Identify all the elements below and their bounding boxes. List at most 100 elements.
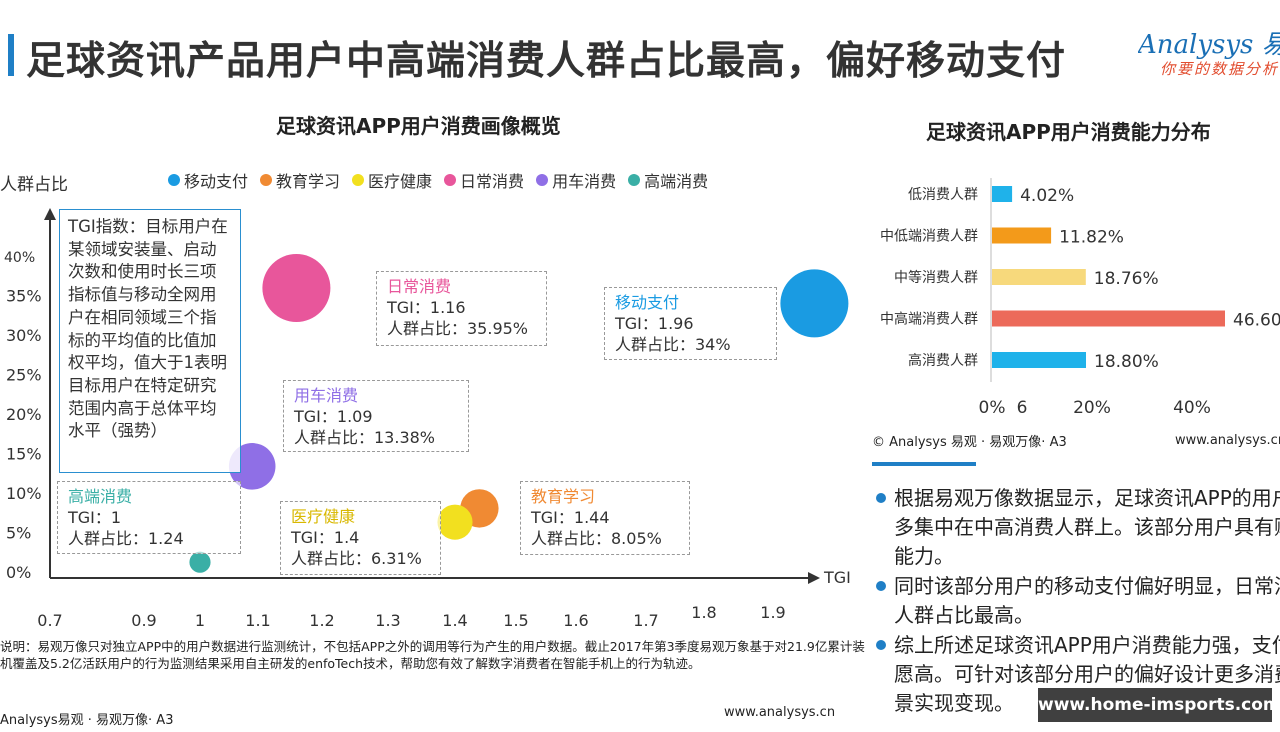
bar-chart-source-url: www.analysys.cn (1175, 433, 1280, 448)
legend-item: 高端消费 (628, 168, 708, 192)
bubble-医疗健康 (437, 504, 473, 540)
bar-category-label: 高消费人群 (908, 352, 978, 369)
annotation-tgi: TGI：1.16 (387, 298, 466, 317)
legend-label: 日常消费 (460, 172, 525, 191)
legend-item: 教育学习 (260, 168, 340, 192)
annotation-share: 人群占比：1.24 (68, 529, 184, 548)
legend-dot-icon (536, 174, 549, 186)
annotation-tgi: TGI：1.4 (291, 528, 360, 547)
x-tick-label: 0.9 (131, 611, 156, 630)
insight-bullet: 综上所述足球资讯APP用户消费能力强，支付意愿高。可针对该部分用户的偏好设计更多… (874, 631, 1280, 718)
x-axis-arrow (808, 572, 820, 584)
logo-line-1: Analysys 易观 (1138, 30, 1280, 60)
legend-label: 高端消费 (644, 172, 709, 191)
annotation-title: 日常消费 (387, 277, 452, 296)
x-tick-label: 0.7 (37, 611, 62, 630)
bar-value-label: 46.60% (1233, 311, 1280, 331)
bubble-chart-title: 足球资讯APP用户消费画像概览 (276, 114, 561, 138)
x-tick-label: 1.2 (309, 611, 334, 630)
bubble-移动支付 (780, 269, 849, 338)
x-tick-label: 1 (195, 611, 205, 630)
footnote: 说明：易观万像只对独立APP中的用户数据进行监测统计，不包括APP之外的调用等行… (0, 639, 865, 671)
bar-value-label: 18.76% (1094, 269, 1159, 289)
bubble-chart: 人群占比 TGI 0% 5% 10% 15% 20% 25% 30% 35% 40% 0.7 0.… (0, 175, 851, 630)
section-divider (872, 462, 976, 466)
legend-label: 用车消费 (552, 172, 617, 191)
x-tick-label: 1.6 (563, 611, 588, 630)
y-tick-label: 40% (4, 250, 35, 266)
y-tick-label: 35% (6, 287, 42, 306)
legend-dot-icon (628, 174, 641, 186)
annotation-title: 医疗健康 (291, 507, 356, 526)
x-tick-label: 1.7 (633, 611, 658, 630)
bubble-高端消费 (189, 551, 211, 573)
annotation-share: 人群占比：13.38% (294, 428, 436, 447)
annotation-tgi: TGI：1 (68, 508, 122, 527)
legend-label: 医疗健康 (368, 172, 433, 191)
bar-category-label: 中高端消费人群 (880, 311, 978, 328)
y-tick-label: 15% (6, 445, 42, 464)
y-tick-label: 5% (6, 524, 31, 543)
bar-value-label: 4.02% (1020, 186, 1074, 206)
bubble-日常消费 (262, 253, 331, 322)
legend-item: 移动支付 (168, 168, 248, 192)
annotation-share: 人群占比：6.31% (291, 549, 422, 568)
source-left: Analysys易观 · 易观万像· A3 (0, 713, 174, 728)
title-accent-bar (8, 34, 14, 76)
page-title: 足球资讯产品用户中高端消费人群占比最高，偏好移动支付 (26, 39, 1067, 84)
bar-category-label: 中低端消费人群 (880, 229, 978, 245)
x-tick-label: 1.1 (245, 611, 270, 630)
annotation-share: 人群占比：35.95% (387, 319, 529, 338)
y-tick-label: 0% (6, 563, 31, 582)
bar-中低端消费人群 (992, 227, 1052, 244)
x-axis-label: TGI (823, 568, 851, 587)
x-tick-label: 1.3 (375, 611, 400, 630)
legend-item: 用车消费 (536, 168, 616, 192)
legend-dot-icon (260, 174, 273, 186)
x-tick-label: 1.4 (442, 611, 467, 630)
bar-高消费人群 (992, 352, 1086, 368)
y-tick-label: 30% (6, 326, 42, 345)
bar-低消费人群 (992, 186, 1013, 202)
bar-chart-source: © Analysys 易观 · 易观万像· A3 (872, 435, 1067, 450)
bar-x-tick-label: 0% (979, 398, 1006, 418)
bar-中等消费人群 (992, 269, 1086, 285)
bar-chart: 低消费人群 4.02% 中低端消费人群 11.82% 中等消费人群 18.76% 中高端消费… (880, 178, 1280, 418)
y-tick-label: 10% (6, 484, 42, 503)
legend-item: 医疗健康 (352, 168, 432, 192)
annotation-car-consumption: 用车消费 TGI：1.09 人群占比：13.38% (283, 380, 469, 452)
legend-label: 教育学习 (276, 172, 341, 191)
y-axis-arrow (44, 208, 56, 220)
x-tick-label: 1.5 (503, 611, 528, 630)
legend-dot-icon (168, 174, 180, 186)
insight-bullets: 根据易观万像数据显示，足球资讯APP的用户更多集中在中高消费人群上。该部分用户具… (874, 484, 1280, 719)
annotation-share: 人群占比：8.05% (531, 529, 662, 548)
bar-x-tick-label: 40% (1173, 398, 1211, 418)
y-tick-label: 25% (6, 366, 42, 385)
annotation-daily-consumption: 日常消费 TGI：1.16 人群占比：35.95% (376, 271, 547, 346)
annotation-title: 移动支付 (615, 293, 680, 312)
bullet-dot-icon (876, 640, 886, 650)
legend-dot-icon (352, 174, 365, 186)
y-axis-label: 人群占比 (0, 175, 68, 195)
legend-label: 移动支付 (184, 172, 249, 191)
annotation-tgi: TGI：1.96 (615, 314, 694, 333)
annotation-tgi: TGI：1.09 (294, 407, 373, 426)
legend-dot-icon (444, 174, 457, 186)
bar-value-label: 11.82% (1059, 228, 1124, 248)
x-tick-label: 1.8 (691, 603, 716, 622)
logo-line-2: 你要的数据分析 (1160, 60, 1280, 78)
chart-legend: 移动支付 教育学习 医疗健康 日常消费 用车消费 高端消费 (168, 168, 708, 192)
watermark-url: www.home-imsports.com (1038, 688, 1280, 722)
annotation-title: 高端消费 (68, 487, 133, 506)
bar-chart-title: 足球资讯APP用户消费能力分布 (926, 120, 1211, 144)
annotation-mobile-payment: 移动支付 TGI：1.96 人群占比：34% (604, 287, 777, 360)
y-tick-label: 20% (6, 405, 42, 424)
bar-category-label: 中等消费人群 (894, 269, 978, 286)
insight-bullet: 同时该部分用户的移动支付偏好明显，日常消费人群占比最高。 (874, 572, 1280, 630)
annotation-title: 教育学习 (531, 487, 596, 506)
bar-中高端消费人群 (992, 310, 1225, 327)
insight-bullet: 根据易观万像数据显示，足球资讯APP的用户更多集中在中高消费人群上。该部分用户具… (874, 484, 1280, 571)
source-left-url: www.analysys.cn (724, 705, 836, 720)
x-tick-label: 1.9 (760, 603, 785, 622)
